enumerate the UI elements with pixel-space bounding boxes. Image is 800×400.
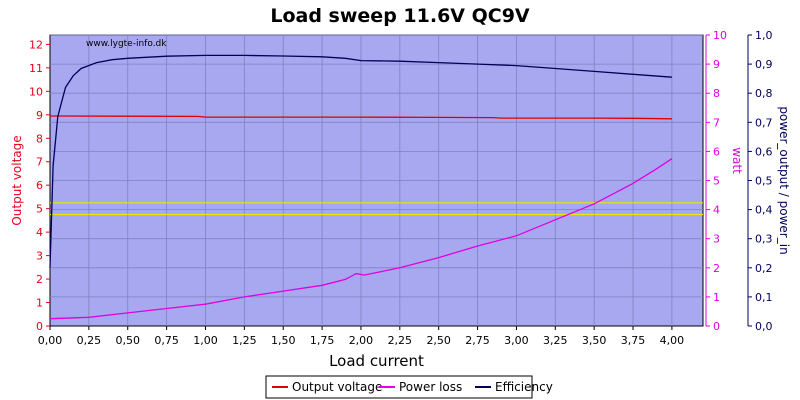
y-left-tick-label: 8 [36,132,43,145]
watermark: www.lygte-info.dk [86,39,167,49]
x-tick-label: 1,50 [271,334,296,347]
y-watt-tick-label: 5 [713,175,720,188]
legend-label: Power loss [399,380,462,394]
y-efficiency-tick-label: 1,0 [755,29,773,42]
y-efficiency-tick-label: 0,1 [755,291,773,304]
legend-label: Output voltage [292,380,382,394]
y-axis-label-watt: watt [730,147,744,174]
x-tick-label: 2,25 [388,334,413,347]
y-left-tick-label: 9 [36,109,43,122]
y-watt-tick-label: 10 [713,29,727,42]
y-left-tick-label: 11 [29,62,43,75]
x-tick-label: 2,50 [426,334,451,347]
y-left-tick-label: 10 [29,85,43,98]
y-left-tick-label: 7 [36,156,43,169]
grid [50,34,703,326]
series-line-power-loss [49,158,673,320]
y-watt-tick-label: 9 [713,58,720,71]
y-left-tick-label: 0 [36,320,43,333]
y-efficiency-tick-label: 0,7 [755,116,773,129]
y-watt-tick-label: 8 [713,87,720,100]
x-tick-label: 3,75 [621,334,646,347]
series-line-efficiency [49,54,672,268]
y-axis-label-left: Output voltage [10,135,24,225]
y-watt-tick-label: 6 [713,145,720,158]
y-efficiency-tick-label: 0,8 [755,87,773,100]
legend-box [265,375,533,399]
x-tick-label: 0,50 [115,334,140,347]
y-left-tick-label: 4 [36,226,43,239]
series-lines [49,54,673,320]
y-watt-tick-label: 3 [713,233,720,246]
x-tick-label: 0,00 [38,334,63,347]
y-left-tick-label: 2 [36,273,43,286]
x-axis-label: Load current [329,352,424,370]
y-watt-tick-label: 2 [713,262,720,275]
chart-title: Load sweep 11.6V QC9V [270,5,530,27]
x-tick-label: 0,75 [154,334,179,347]
x-tick-label: 3,50 [582,334,607,347]
x-tick-label: 3,00 [504,334,529,347]
y-efficiency-tick-label: 0,9 [755,58,773,71]
legend: Output voltage Power loss Efficiency [265,375,553,399]
reference-lines [50,202,703,216]
x-tick-label: 1,00 [193,334,218,347]
x-tick-label: 3,25 [543,334,568,347]
x-tick-label: 0,25 [77,334,102,347]
y-left-tick-label: 3 [36,250,43,263]
y-watt-tick-label: 4 [713,204,720,217]
x-tick-label: 1,25 [232,334,257,347]
y-efficiency-tick-label: 0,2 [755,262,773,275]
x-tick-label: 4,00 [660,334,685,347]
y-efficiency-tick-label: 0,5 [755,175,773,188]
y-efficiency-tick-label: 0,6 [755,145,773,158]
y-left-tick-label: 5 [36,203,43,216]
y-axis-label-efficiency: power_output / power_in [777,106,791,254]
y-efficiency-tick-label: 0,0 [755,320,773,333]
y-efficiency-tick-label: 0,3 [755,233,773,246]
legend-label: Efficiency [495,380,553,394]
y-watt-tick-label: 1 [713,291,720,304]
y-left-tick-label: 6 [36,179,43,192]
axes: 0,00 0,25 0,50 0,75 1,00 1,25 1,50 1,75 2,00 2,25… [29,29,773,347]
y-left-tick-label: 12 [29,38,43,51]
y-watt-tick-label: 0 [713,320,720,333]
x-tick-label: 1,75 [310,334,335,347]
x-tick-label: 2,75 [465,334,490,347]
series-line-output-voltage [49,115,672,120]
y-efficiency-tick-label: 0,4 [755,204,773,217]
y-watt-tick-label: 7 [713,116,720,129]
x-tick-label: 2,00 [349,334,374,347]
y-left-tick-label: 1 [36,297,43,310]
